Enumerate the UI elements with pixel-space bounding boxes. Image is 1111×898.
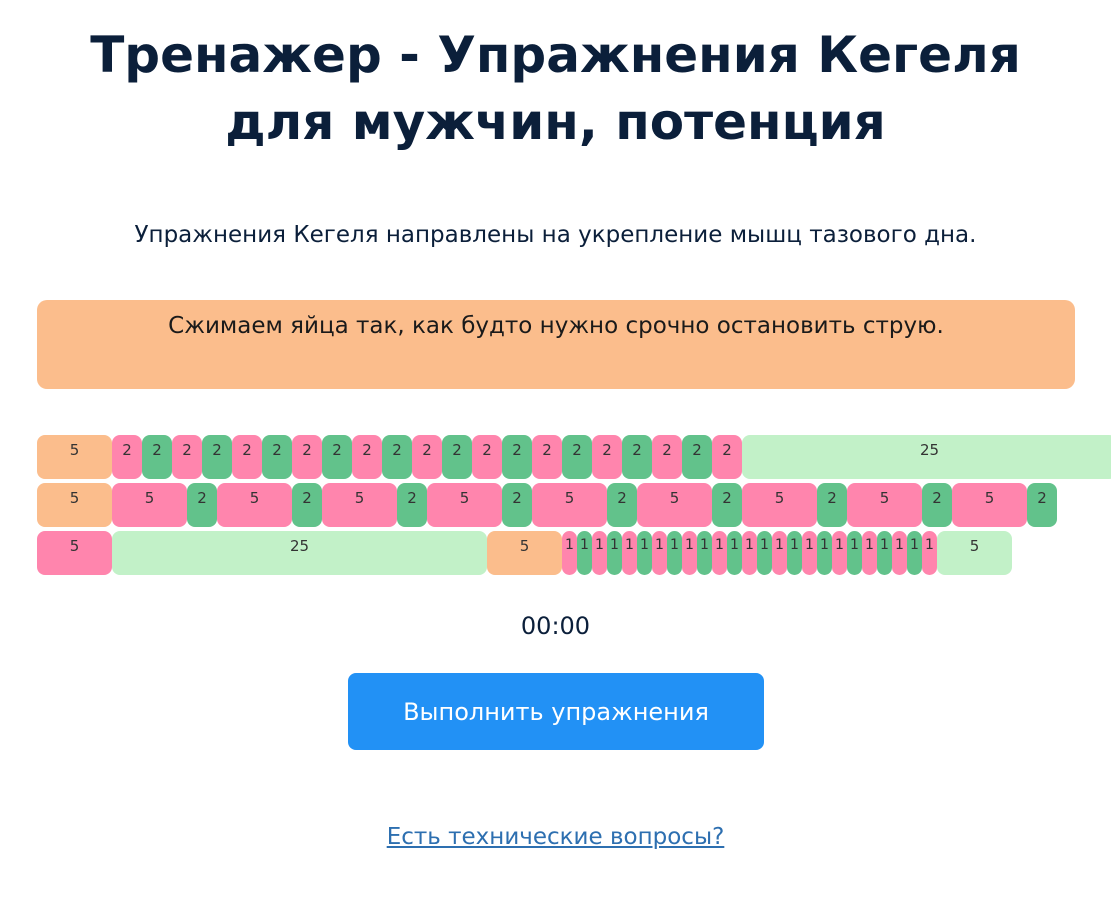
timeline-block-squeeze: 2 — [352, 435, 382, 479]
timeline-block-relax: 2 — [1027, 483, 1057, 527]
timeline-block-prepare: 5 — [37, 435, 112, 479]
timeline-block-relax: 1 — [847, 531, 862, 575]
timeline-block-squeeze: 2 — [112, 435, 142, 479]
timeline-block-prepare: 5 — [37, 483, 112, 527]
start-exercises-button[interactable]: Выполнить упражнения — [348, 673, 764, 750]
timeline-block-relax: 2 — [442, 435, 472, 479]
page-subtitle: Упражнения Кегеля направлены на укреплен… — [134, 222, 977, 248]
timeline-block-squeeze: 1 — [592, 531, 607, 575]
timeline-block-squeeze: 5 — [847, 483, 922, 527]
timeline-block-relax: 2 — [187, 483, 217, 527]
timeline-block-squeeze: 2 — [292, 435, 322, 479]
timeline-block-squeeze: 1 — [652, 531, 667, 575]
timeline-block-squeeze: 1 — [772, 531, 787, 575]
timeline-block-squeeze: 1 — [862, 531, 877, 575]
timeline-block-squeeze: 1 — [892, 531, 907, 575]
timeline-block-prepare: 5 — [487, 531, 562, 575]
timeline-block-relax: 2 — [712, 483, 742, 527]
timeline-block-relax: 2 — [397, 483, 427, 527]
timeline-block-squeeze: 2 — [652, 435, 682, 479]
timeline-block-squeeze: 2 — [232, 435, 262, 479]
timeline-block-relax: 2 — [142, 435, 172, 479]
timeline-block-squeeze: 1 — [802, 531, 817, 575]
timeline-block-relax: 1 — [787, 531, 802, 575]
timeline-block-squeeze: 5 — [217, 483, 292, 527]
timeline-block-relax: 1 — [667, 531, 682, 575]
timeline-block-squeeze: 5 — [37, 531, 112, 575]
help-link-container: Есть технические вопросы? — [0, 820, 1111, 854]
timeline-block-relax: 2 — [817, 483, 847, 527]
timeline-block-squeeze: 1 — [682, 531, 697, 575]
timeline-block-squeeze: 1 — [832, 531, 847, 575]
timeline-block-relax: 2 — [682, 435, 712, 479]
timeline-block-squeeze: 1 — [622, 531, 637, 575]
timeline-block-rest: 25 — [742, 435, 1111, 479]
timeline-block-relax: 2 — [322, 435, 352, 479]
timeline-block-relax: 1 — [877, 531, 892, 575]
timeline-block-relax: 1 — [727, 531, 742, 575]
timeline-block-relax: 2 — [562, 435, 592, 479]
timeline-block-squeeze: 2 — [172, 435, 202, 479]
timeline-block-squeeze: 2 — [532, 435, 562, 479]
timer-display: 00:00 — [520, 612, 591, 640]
timeline-block-squeeze: 2 — [712, 435, 742, 479]
page-title: Тренажер - Упражнения Кегеля для мужчин,… — [0, 22, 1111, 156]
timeline-block-rest: 5 — [937, 531, 1012, 575]
timeline-block-squeeze: 5 — [637, 483, 712, 527]
timeline-block-squeeze: 5 — [742, 483, 817, 527]
timeline-block-relax: 2 — [502, 483, 532, 527]
instruction-text: Сжимаем яйца так, как будто нужно срочно… — [168, 313, 944, 339]
timeline-block-squeeze: 5 — [952, 483, 1027, 527]
timeline-block-relax: 2 — [262, 435, 292, 479]
timeline-block-relax: 2 — [922, 483, 952, 527]
timeline-block-squeeze: 1 — [922, 531, 937, 575]
timeline-block-relax: 1 — [637, 531, 652, 575]
timeline-block-relax: 1 — [577, 531, 592, 575]
instruction-banner: Сжимаем яйца так, как будто нужно срочно… — [37, 300, 1075, 389]
page-title-line-1: Тренажер - Упражнения Кегеля — [90, 26, 1021, 84]
timeline-block-relax: 1 — [697, 531, 712, 575]
timeline-block-relax: 1 — [757, 531, 772, 575]
timeline-block-squeeze: 1 — [742, 531, 757, 575]
timeline-block-relax: 1 — [607, 531, 622, 575]
timeline-block-relax: 2 — [382, 435, 412, 479]
timeline-block-squeeze: 2 — [412, 435, 442, 479]
timeline-block-relax: 1 — [907, 531, 922, 575]
timeline-block-relax: 2 — [202, 435, 232, 479]
timeline-block-squeeze: 5 — [427, 483, 502, 527]
exercise-timeline: 5 2 2 2 2 2 2 2 2 2 2 2 2 2 2 2 2 2 2 2 2 2 25 5 5 2 5 2 5 2 5 2 5 2 5 2 5 2 5… — [37, 435, 1111, 577]
timeline-block-relax: 2 — [292, 483, 322, 527]
technical-questions-link[interactable]: Есть технические вопросы? — [386, 824, 725, 850]
timeline-block-squeeze: 5 — [322, 483, 397, 527]
timeline-block-squeeze: 5 — [532, 483, 607, 527]
timeline-block-squeeze: 2 — [592, 435, 622, 479]
timeline-block-rest: 25 — [112, 531, 487, 575]
timeline-block-relax: 2 — [502, 435, 532, 479]
timeline-block-relax: 1 — [817, 531, 832, 575]
timeline-block-relax: 2 — [622, 435, 652, 479]
page-title-line-2: для мужчин, потенция — [225, 93, 886, 151]
timeline-block-relax: 2 — [607, 483, 637, 527]
timeline-block-squeeze: 2 — [472, 435, 502, 479]
timeline-block-squeeze: 1 — [712, 531, 727, 575]
timeline-block-squeeze: 1 — [562, 531, 577, 575]
timeline-block-squeeze: 5 — [112, 483, 187, 527]
